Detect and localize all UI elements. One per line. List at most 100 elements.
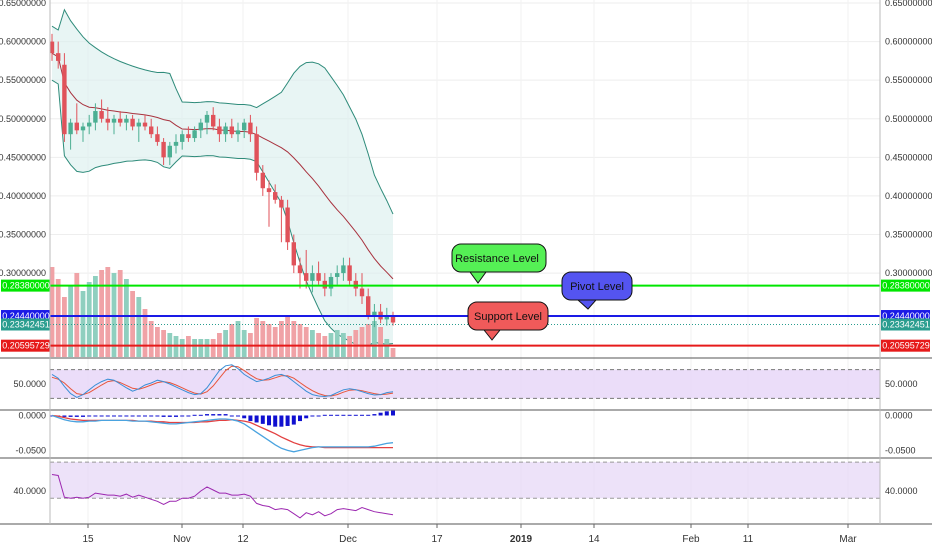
candle-body bbox=[223, 126, 228, 135]
macd-histogram-bar bbox=[378, 412, 383, 416]
time-tick-label: Mar bbox=[839, 534, 857, 545]
volume-bar bbox=[111, 273, 117, 357]
price-tick-label-right: 0.60000000 bbox=[885, 37, 932, 47]
volume-bar bbox=[229, 324, 235, 357]
price-tick-label-left: 0.30000000 bbox=[0, 268, 46, 278]
macd-panel bbox=[50, 410, 395, 453]
candle-body bbox=[217, 126, 222, 135]
macd-histogram-bar bbox=[112, 415, 116, 417]
macd-histogram-bar bbox=[167, 415, 172, 417]
rsi-line bbox=[51, 474, 394, 519]
candle-body bbox=[180, 134, 185, 142]
macd-histogram-bar bbox=[130, 415, 135, 417]
volume-bar bbox=[148, 321, 154, 357]
volume-bar bbox=[297, 324, 303, 357]
candle-body bbox=[49, 41, 55, 54]
macd-histogram-bar bbox=[211, 414, 216, 416]
candle-body bbox=[87, 122, 92, 127]
macd-histogram-bar bbox=[316, 415, 321, 417]
macd-histogram-bar bbox=[124, 415, 129, 417]
macd-histogram-bar bbox=[229, 415, 234, 417]
candle-body bbox=[248, 122, 253, 135]
volume-bar bbox=[334, 330, 340, 357]
time-tick-label: 2019 bbox=[510, 534, 533, 545]
price-tick-label-left: 0.45000000 bbox=[0, 152, 46, 162]
candlesticks bbox=[49, 33, 396, 328]
macd-tick-label-left: 0.0000 bbox=[18, 410, 46, 420]
resistance-callout-box bbox=[451, 243, 547, 273]
macd-histogram-bar bbox=[74, 415, 79, 417]
current-value-label-left: 0.23342451 bbox=[2, 319, 50, 329]
support-callout-label: Support Level bbox=[474, 311, 542, 323]
candle-body bbox=[316, 273, 321, 281]
volume-bar bbox=[55, 279, 61, 357]
resistance-value-badge-right bbox=[881, 279, 930, 292]
support-value-label-right: 0.20595729 bbox=[882, 341, 930, 351]
volume-bar bbox=[359, 327, 365, 357]
macd-histogram-bar bbox=[285, 415, 290, 426]
volume-bar bbox=[254, 318, 259, 357]
macd-histogram-bar bbox=[205, 414, 209, 416]
macd-histogram-bar bbox=[68, 415, 73, 417]
volume-bar bbox=[372, 321, 377, 357]
resistance-value-label-right: 0.28380000 bbox=[882, 281, 930, 291]
candle-body bbox=[99, 111, 104, 119]
resistance-value-label-left: 0.28380000 bbox=[2, 281, 50, 291]
macd-tick-label-left: -0.0500 bbox=[15, 445, 46, 455]
volume-bar bbox=[353, 330, 359, 357]
volume-bar bbox=[241, 330, 247, 357]
candle-body bbox=[254, 134, 259, 173]
volume-bar bbox=[378, 327, 383, 357]
price-tick-label-right: 0.55000000 bbox=[885, 75, 932, 85]
candle-body bbox=[341, 265, 346, 274]
candle-body bbox=[297, 265, 303, 274]
macd-histogram-bar bbox=[62, 415, 67, 417]
rsi-tick-label-right: 40.0000 bbox=[885, 486, 918, 496]
time-tick-label: 14 bbox=[588, 534, 600, 545]
time-tick-label: Feb bbox=[682, 534, 700, 545]
macd-histogram-bar bbox=[347, 414, 352, 416]
volume-bar bbox=[130, 291, 135, 357]
pivot-callout-label: Pivot Level bbox=[570, 281, 624, 293]
macd-tick-label-right: 0.0000 bbox=[885, 410, 913, 420]
macd-histogram-bar bbox=[87, 415, 92, 417]
candle-body bbox=[167, 145, 172, 158]
macd-histogram-bar bbox=[186, 415, 191, 417]
candle-body bbox=[242, 122, 247, 131]
candle-body bbox=[335, 273, 340, 277]
candle-body bbox=[68, 122, 73, 135]
candle-body bbox=[260, 172, 265, 189]
macd-histogram-bar bbox=[353, 414, 358, 416]
macd-histogram-bar bbox=[161, 415, 166, 417]
price-tick-label-left: 0.65000000 bbox=[0, 0, 46, 8]
macd-tick-label-right: -0.0500 bbox=[885, 445, 916, 455]
pivot-value-label-right: 0.24440000 bbox=[882, 311, 930, 321]
time-tick-label: 15 bbox=[82, 534, 94, 545]
bollinger-upper-band bbox=[51, 8, 394, 215]
macd-histogram-bar bbox=[391, 410, 395, 416]
volume-bar bbox=[235, 321, 241, 357]
volume-bar bbox=[223, 330, 228, 357]
macd-histogram-bar bbox=[322, 414, 327, 416]
macd-histogram-bar bbox=[304, 415, 309, 419]
price-tick-label-right: 0.45000000 bbox=[885, 152, 932, 162]
candle-body bbox=[130, 118, 135, 127]
rsi-panel bbox=[50, 461, 880, 519]
candle-body bbox=[56, 53, 61, 61]
resistance-callout-label: Resistance Level bbox=[455, 253, 539, 265]
macd-histogram-bar bbox=[155, 415, 160, 417]
macd-histogram-bar bbox=[118, 415, 123, 417]
candle-body bbox=[235, 130, 241, 135]
price-tick-label-right: 0.50000000 bbox=[885, 114, 932, 124]
volume-bar bbox=[192, 339, 197, 357]
time-tick-label: Dec bbox=[339, 534, 357, 545]
bollinger-bands bbox=[51, 8, 394, 347]
volume-bar bbox=[117, 270, 123, 357]
volume-bar bbox=[105, 267, 111, 357]
candle-body bbox=[266, 188, 272, 193]
volume-bar bbox=[86, 282, 92, 357]
macd-histogram-bar bbox=[223, 414, 228, 416]
macd-histogram-bar bbox=[180, 415, 185, 417]
